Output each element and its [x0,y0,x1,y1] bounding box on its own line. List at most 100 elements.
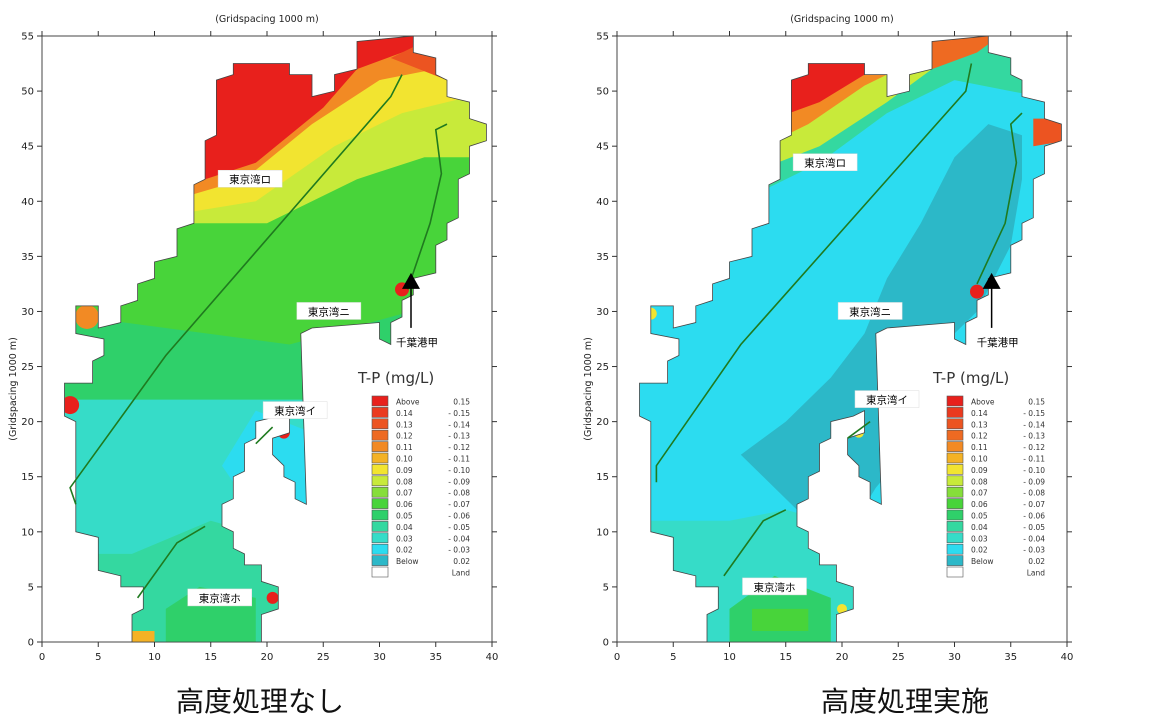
field-ne-spot [1033,118,1062,147]
legend-swatch [371,509,389,521]
legend-range-low: 0.03 [396,534,413,543]
y-tick-label: 20 [21,417,34,428]
legend-range-high: - 0.06 [1023,512,1045,521]
legend-range-high: - 0.03 [448,546,470,555]
legend-swatch [371,566,389,578]
x-tick-label: 0 [39,652,45,663]
station-label: 東京湾ニ [849,305,891,318]
legend-swatch [946,532,964,544]
x-tick-label: 15 [204,652,217,663]
y-tick-label: 55 [596,32,609,43]
y-tick-label: 10 [596,527,609,538]
y-tick-label: 30 [21,307,34,318]
legend-swatch [371,475,389,487]
legend-range-low: 0.04 [396,523,413,532]
x-tick-label: 40 [486,652,499,663]
field-hotspot-south [266,591,279,604]
legend-range-high: - 0.09 [1023,477,1045,486]
transect-mid [847,420,871,439]
legend-range-high: - 0.15 [448,409,470,418]
y-tick-label: 20 [596,417,609,428]
station-label: 東京湾ニ [308,305,350,318]
field-hotspot-west2 [64,396,80,415]
x-tick-label: 25 [317,652,330,663]
legend-range-low: 0.05 [396,512,413,521]
legend-swatch [371,418,389,430]
legend-range-low: 0.06 [971,500,988,509]
y-tick-label: 35 [21,252,34,263]
legend-range-low: Below [396,557,419,566]
station-label-box [187,588,252,607]
y-tick-label: 45 [21,142,34,153]
legend-swatch [371,452,389,464]
x-tick-label: 15 [779,652,792,663]
transect-lines [655,63,1023,577]
legend-range-high: Land [452,569,471,578]
legend-range-high: - 0.06 [448,512,470,521]
transect-south [136,525,206,599]
transect-main [655,63,973,483]
field-south-deepgreen [752,608,809,631]
legend-swatch [946,395,964,407]
x-tick-label: 30 [373,652,386,663]
transect-chiba [976,112,1023,285]
x-tick-label: 5 [95,652,101,663]
y-tick-label: 40 [21,197,34,208]
legend-swatch [371,441,389,452]
legend-range-high: - 0.08 [448,489,470,498]
legend-range-low: Above [971,398,995,407]
legend-range-high: - 0.14 [448,420,470,429]
legend-swatch [946,441,964,452]
legend-range-high: - 0.08 [1023,489,1045,498]
transect-south [723,509,787,577]
x-tick-label: 5 [670,652,676,663]
legend-range-low: 0.13 [396,420,413,429]
y-tick-label: 45 [596,142,609,153]
legend-range-high: 0.02 [453,557,470,566]
map-right: 0 5 10 15 20 25 30 35 40 0 5 10 15 20 25 30 35 40 45 50 55 (G… [583,14,1073,663]
legend-range-low: 0.03 [971,534,988,543]
arrow-label: 千葉港甲 [396,336,438,349]
legend-swatch [946,418,964,430]
y-tick-label: 50 [596,87,609,98]
legend-swatch [946,429,964,441]
legend-range-low: Below [971,557,994,566]
legend-range-low: 0.12 [971,432,988,441]
side-axis-label: (Gridspacing 1000 m) [583,337,594,441]
legend-range-high: - 0.05 [1023,523,1045,532]
station-label: 東京湾ホ [754,581,796,594]
legend-range-high: - 0.11 [1023,455,1045,464]
arrow-head [982,272,1001,289]
x-tick-label: 20 [261,652,274,663]
y-tick-label: 55 [21,32,34,43]
y-tick-label: 35 [596,252,609,263]
top-axis-label: (Gridspacing 1000 m) [790,14,894,25]
legend-range-high: - 0.12 [1023,443,1045,452]
station-label: 東京湾ロ [229,173,271,186]
legend-range-low: 0.13 [971,420,988,429]
station-label: 東京湾ロ [804,157,846,170]
legend-range-low: 0.07 [971,489,988,498]
legend-range-low: Above [396,398,420,407]
x-tick-label: 0 [614,652,620,663]
station-label-box [854,390,920,408]
legend-range-high: - 0.13 [448,432,470,441]
legend-range-low: 0.05 [971,512,988,521]
legend-range-high: - 0.13 [1023,432,1045,441]
y-tick-label: 15 [21,472,34,483]
legend-swatch [946,555,964,566]
x-tick-label: 25 [892,652,905,663]
x-tick-label: 20 [836,652,849,663]
legend-range-high: - 0.10 [448,466,470,475]
legend-swatch [946,407,964,418]
legend-range-high: 0.15 [453,398,470,407]
y-tick-label: 30 [596,307,609,318]
legend-range-high: 0.02 [1028,557,1045,566]
coastline [64,35,487,643]
legend-swatch [946,566,964,578]
legend-range-high: Land [1027,569,1046,578]
legend-swatch [371,498,389,509]
legend-swatch [371,532,389,544]
station-label: 東京湾イ [866,394,908,407]
legend-swatch [946,452,964,464]
